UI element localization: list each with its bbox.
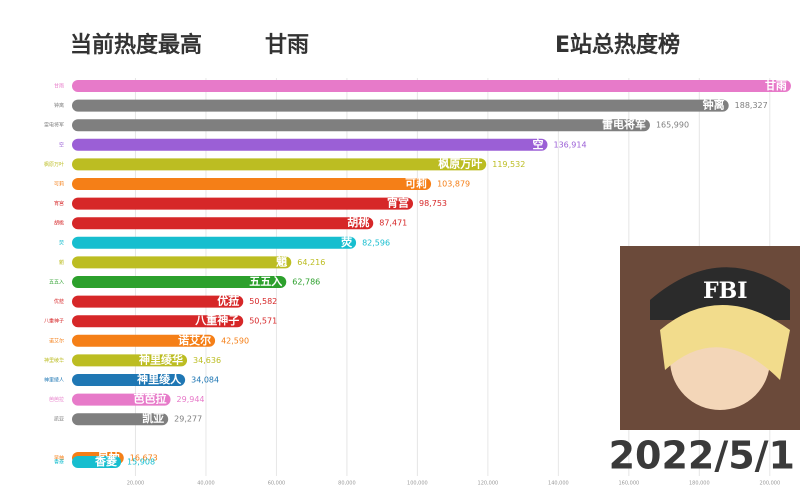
- x-tick-label: 60,000: [268, 481, 286, 487]
- bar: [72, 315, 244, 328]
- bar: [72, 256, 292, 269]
- leader-label: 当前热度最高: [70, 32, 202, 58]
- bar: [72, 456, 122, 468]
- value-label: 16,673: [130, 454, 158, 463]
- bar-name: 优菈: [217, 294, 239, 308]
- y-tick-label: 空: [59, 141, 64, 148]
- hair: [660, 305, 790, 380]
- bar-name: 空: [532, 137, 543, 151]
- bar: [72, 197, 414, 210]
- y-tick-label: 荧: [59, 239, 64, 246]
- bar-name: 五五入: [249, 275, 282, 288]
- bar-name: 香菱: [94, 454, 117, 468]
- bar-name: 诺艾尔: [178, 333, 211, 347]
- bar-name: 枫原万叶: [438, 156, 482, 170]
- bar-name: 荧: [341, 235, 353, 249]
- value-label: 64,216: [297, 258, 325, 267]
- bar-name: 芭芭拉: [134, 392, 167, 406]
- value-label: 98,753: [419, 199, 447, 208]
- y-tick-label: 芭芭拉: [49, 396, 64, 403]
- y-tick-label: 香菱: [54, 459, 64, 466]
- x-tick-label: 160,000: [619, 481, 640, 487]
- value-label: 165,990: [656, 121, 689, 130]
- cap: [650, 267, 790, 320]
- bar: [72, 236, 357, 249]
- value-label: 34,084: [191, 376, 219, 385]
- y-tick-label: 五五入: [49, 280, 64, 286]
- value-label: 50,571: [249, 317, 277, 326]
- value-label: 136,914: [553, 140, 586, 149]
- chart-title: E站总热度榜: [555, 32, 680, 58]
- bar: [72, 374, 186, 386]
- bar: [72, 413, 169, 426]
- y-tick-label: 钟离: [54, 102, 64, 109]
- bar: [72, 138, 548, 151]
- value-label: 42,590: [221, 336, 249, 345]
- x-tick-label: 80,000: [338, 481, 356, 487]
- x-tick-label: 100,000: [407, 481, 428, 487]
- value-label: 119,532: [492, 160, 525, 169]
- bar-name: 钟离: [703, 98, 725, 112]
- bar: [72, 334, 216, 347]
- bar-name: 神里绫华: [139, 352, 183, 366]
- x-tick-label: 140,000: [548, 481, 569, 487]
- value-label: 82,596: [362, 238, 390, 247]
- y-tick-label: 甘雨: [54, 83, 64, 90]
- value-label: 50,582: [249, 297, 277, 306]
- x-tick-label: 40,000: [197, 481, 215, 487]
- x-tick-label: 20,000: [127, 481, 145, 487]
- value-label: 15,908: [127, 458, 155, 467]
- y-tick-label: 凯亚: [54, 416, 64, 423]
- bar-name: 八重神子: [194, 313, 239, 327]
- bar: [72, 295, 244, 308]
- y-tick-label: 枫原万叶: [44, 161, 64, 168]
- x-tick-label: 120,000: [478, 481, 499, 487]
- x-tick-label: 200,000: [759, 481, 780, 487]
- y-tick-label: 雷电将军: [44, 122, 64, 129]
- bar-name: 宵宫: [387, 196, 409, 210]
- value-label: 29,277: [174, 415, 202, 424]
- bar: [72, 393, 171, 406]
- y-tick-label: 可莉: [54, 181, 64, 188]
- value-label: 29,944: [177, 395, 205, 404]
- y-tick-label: 宵宫: [54, 200, 64, 207]
- bar: [72, 178, 432, 190]
- bar-name: 神里绫人: [137, 372, 182, 386]
- cap-text: FBI: [703, 278, 748, 304]
- image-panel: FBI: [620, 246, 800, 430]
- bar-name: 甘雨: [765, 78, 787, 92]
- bar-name: 魈: [276, 254, 287, 268]
- y-tick-label: 八重神子: [44, 318, 64, 325]
- value-label: 62,786: [292, 278, 320, 287]
- y-tick-label: 优菈: [54, 298, 64, 305]
- value-label: 103,879: [437, 180, 470, 189]
- y-tick-label: 胡桃: [54, 220, 64, 227]
- value-label: 188,327: [735, 101, 768, 110]
- value-label: 34,636: [193, 356, 221, 365]
- date-label: 2022/5/1: [609, 434, 795, 478]
- bar-name: 可莉: [405, 176, 427, 190]
- y-tick-label: 神里绫人: [44, 377, 64, 384]
- bar: [72, 217, 374, 230]
- y-tick-label: 诺艾尔: [49, 337, 64, 344]
- bar: [72, 158, 487, 171]
- y-tick-label: 神里绫华: [44, 357, 64, 364]
- bar-name: 胡桃: [347, 215, 369, 229]
- x-tick-label: 180,000: [689, 481, 710, 487]
- bar-name: 凯亚: [142, 411, 164, 425]
- bar: [72, 276, 287, 288]
- bar: [72, 119, 650, 132]
- bar: [72, 99, 729, 112]
- leader-name: 甘雨: [265, 33, 309, 58]
- y-tick-label: 魈: [59, 259, 64, 266]
- bar: [72, 354, 188, 367]
- y-tick-label: 早柚: [54, 455, 64, 462]
- bar: [72, 80, 791, 92]
- value-label: 87,471: [379, 219, 407, 228]
- bar-name: 雷电将军: [602, 117, 646, 131]
